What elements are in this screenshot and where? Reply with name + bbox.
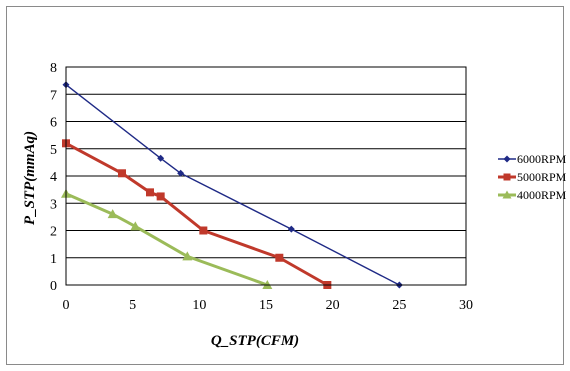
data-point — [146, 188, 154, 197]
x-axis-title: Q_STP(CFM) — [211, 333, 299, 349]
y-tick-label: 0 — [50, 279, 57, 294]
legend-marker — [503, 173, 511, 181]
x-tick-label: 30 — [459, 298, 473, 313]
x-tick-label: 10 — [192, 298, 206, 313]
y-tick-label: 1 — [50, 252, 57, 267]
data-point — [287, 225, 295, 233]
data-point — [107, 209, 118, 219]
y-tick-label: 4 — [50, 170, 57, 185]
data-point — [275, 253, 284, 262]
y-axis-title: P_STP(mmAq) — [22, 131, 38, 225]
data-point — [156, 192, 165, 201]
gridlines — [66, 66, 466, 286]
data-point — [182, 251, 193, 261]
data-point — [157, 154, 165, 162]
legend-entry: 4000RPM — [498, 188, 567, 202]
x-tick-label: 0 — [63, 298, 70, 313]
legend-entry: 5000RPM — [498, 170, 567, 184]
y-tick-label: 3 — [50, 197, 57, 212]
y-tick-label: 6 — [50, 116, 57, 131]
x-tick-label: 20 — [326, 298, 340, 313]
x-tick-label: 5 — [129, 298, 136, 313]
data-point — [118, 169, 126, 178]
y-tick-label: 7 — [50, 88, 57, 103]
x-tick-label: 15 — [259, 298, 273, 313]
x-tick-labels: 0 5 10 15 20 25 30 — [63, 298, 474, 313]
y-tick-label: 2 — [50, 225, 57, 240]
legend: 6000RPM 5000RPM 4000RPM — [498, 152, 567, 202]
data-point — [177, 169, 185, 177]
legend-label: 5000RPM — [517, 170, 567, 184]
y-tick-labels: 0 1 2 3 4 5 6 7 8 — [50, 61, 57, 294]
y-tick-label: 8 — [50, 61, 57, 76]
legend-marker — [502, 190, 512, 199]
data-point — [130, 221, 141, 231]
legend-label: 6000RPM — [517, 152, 567, 166]
legend-label: 4000RPM — [517, 188, 567, 202]
x-tick-label: 25 — [392, 298, 406, 313]
y-tick-label: 5 — [50, 143, 57, 158]
plot-border — [65, 66, 467, 286]
legend-marker — [503, 155, 511, 163]
legend-entry: 6000RPM — [498, 152, 567, 166]
data-point — [199, 226, 208, 235]
